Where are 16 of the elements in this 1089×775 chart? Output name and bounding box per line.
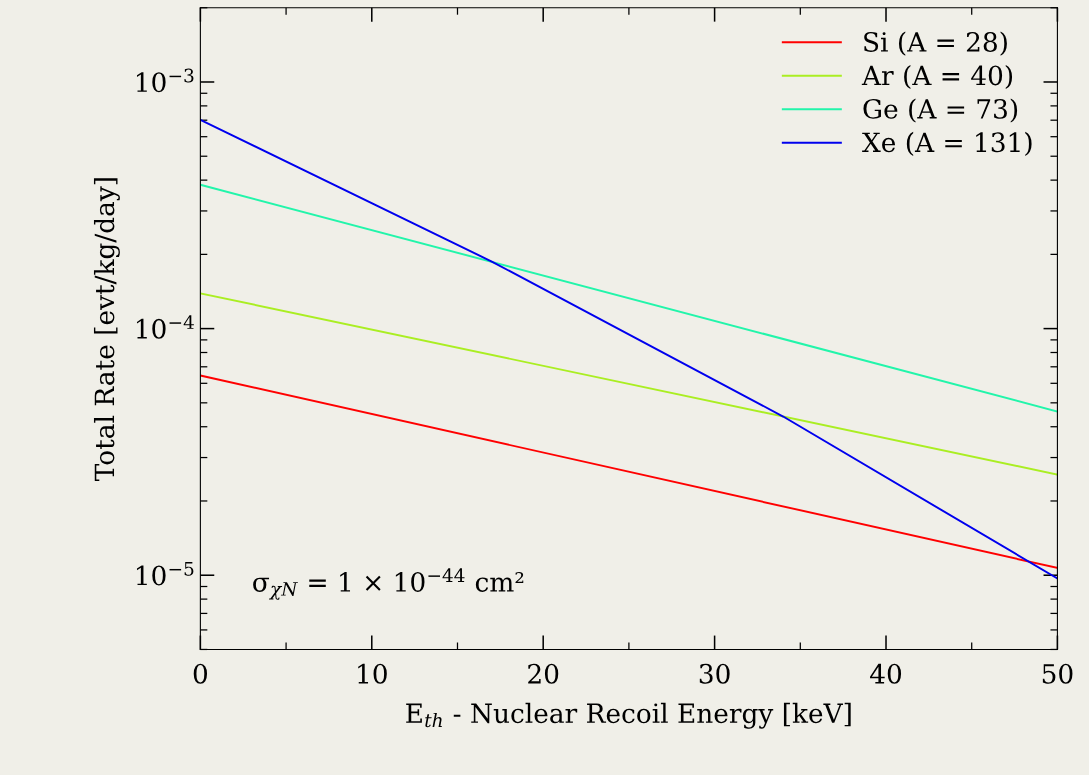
legend-label: Xe (A = 131) <box>862 131 1032 157</box>
x-tick-label: 0 <box>193 663 208 684</box>
annotation: σ$_{χN}$ = 1 × 10$^{−44}$ cm² <box>253 568 524 600</box>
y-tick-label: 10$^{−3}$ <box>136 68 194 93</box>
legend-label: Ar (A = 40) <box>861 64 1013 90</box>
legend-label: Si (A = 28) <box>864 31 1007 56</box>
x-tick-label: 30 <box>699 663 730 684</box>
y-tick-label: 10$^{−5}$ <box>136 562 194 586</box>
legend-label: Ge (A = 73) <box>863 98 1018 123</box>
x-axis-title: E$_{th}$ - Nuclear Recoil Energy [keV] <box>406 702 851 729</box>
y-axis-title: Total Rate [evt/kg/day] <box>93 178 120 482</box>
x-tick-label: 10 <box>358 663 387 684</box>
y-tick-label: 10$^{−4}$ <box>136 315 194 339</box>
x-tick-label: 40 <box>870 663 902 684</box>
x-tick-label: 20 <box>528 663 559 684</box>
x-tick-label: 50 <box>1042 663 1073 684</box>
